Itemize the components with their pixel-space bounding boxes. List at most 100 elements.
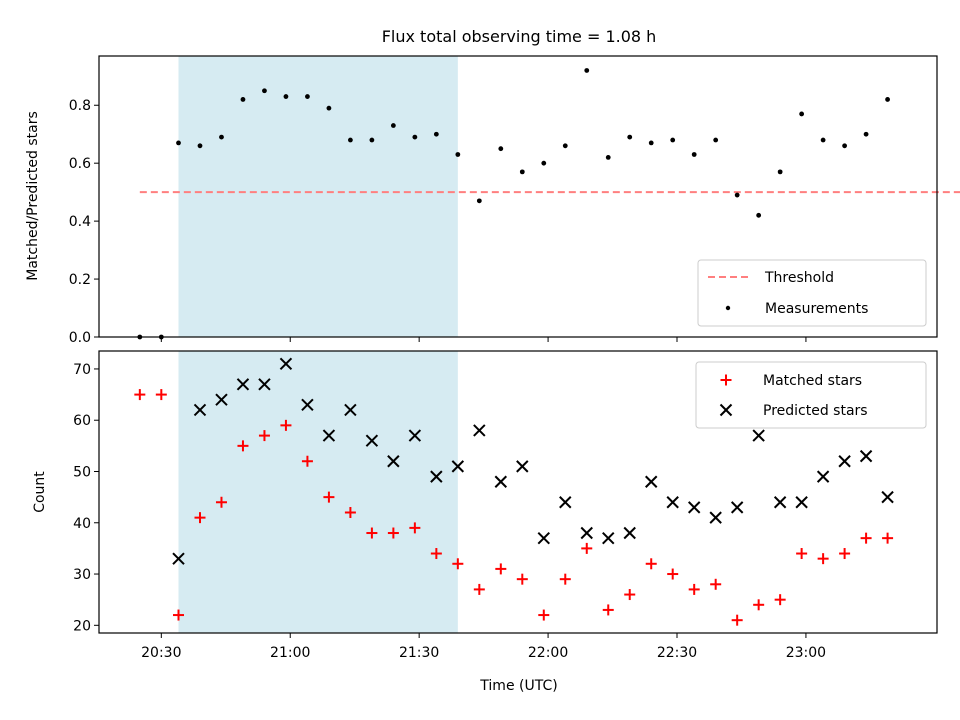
bottom-legend-box — [695, 361, 927, 429]
predicted-star-point — [258, 378, 271, 391]
x-tick-label: 21:30 — [399, 645, 439, 661]
matched-star-point — [473, 583, 485, 595]
measurement-point — [691, 152, 697, 157]
predicted-star-point — [451, 460, 465, 473]
matched-star-point — [430, 548, 442, 560]
matched-star-point — [237, 440, 249, 452]
matched-star-point — [280, 419, 292, 431]
x-tick-label: 21:00 — [270, 645, 310, 661]
measurement-point — [648, 140, 654, 146]
legend-matched-label: Matched stars — [763, 373, 862, 389]
y-tick-label: 0.6 — [69, 156, 91, 172]
predicted-star-point — [709, 511, 722, 524]
matched-star-point — [817, 553, 829, 565]
matched-star-point — [194, 512, 206, 524]
measurement-point — [605, 154, 611, 160]
matched-star-point — [581, 542, 593, 554]
predicted-star-point — [795, 496, 808, 509]
measurement-point — [885, 97, 890, 102]
measurement-point — [412, 134, 418, 140]
matched-star-point — [645, 558, 657, 570]
y-tick-label: 0.8 — [69, 98, 91, 114]
measurement-points — [137, 68, 890, 340]
predicted-star-point — [301, 398, 314, 412]
matched-star-point — [366, 527, 378, 539]
measurement-point — [713, 137, 719, 143]
measurement-point — [670, 137, 676, 143]
predicted-star-point — [580, 526, 593, 540]
predicted-star-point — [236, 378, 250, 391]
top-legend-box — [697, 259, 927, 327]
bottom-y-ticks: 20 30 40 50 60 70 — [73, 362, 99, 634]
measurement-point — [498, 146, 504, 152]
y-tick-label: 0.0 — [69, 330, 91, 346]
predicted-star-point — [215, 393, 228, 406]
ratio-panel: 0.00.20.40.60.8 Matched/Predicted stars … — [25, 55, 960, 346]
predicted-star-point — [322, 429, 336, 442]
predicted-star-point — [387, 455, 400, 468]
legend-matched-swatch — [720, 374, 732, 386]
predicted-star-point — [279, 357, 293, 371]
y-tick-label: 0.2 — [69, 272, 91, 288]
matched-star-point — [753, 599, 765, 611]
measurement-point — [348, 137, 353, 143]
x-tick-label: 22:00 — [528, 645, 568, 661]
measurement-point — [369, 137, 375, 143]
predicted-star-point — [193, 403, 207, 417]
predicted-star-point — [537, 531, 550, 545]
predicted-star-point — [816, 470, 830, 483]
predicted-stars-points — [172, 357, 894, 565]
bottom-x-ticks: 20:30 21:00 21:30 22:00 22:30 23:00 — [141, 633, 826, 661]
predicted-star-point — [365, 434, 379, 447]
measurement-point — [863, 131, 869, 137]
matched-star-point — [258, 430, 270, 442]
predicted-star-point — [859, 449, 873, 463]
measurement-point — [562, 143, 568, 149]
predicted-star-point — [602, 531, 615, 545]
bottom-legend: Matched stars Predicted stars — [695, 361, 927, 429]
x-tick-label: 20:30 — [141, 645, 181, 661]
matched-star-point — [688, 583, 700, 595]
matched-star-point — [624, 589, 636, 601]
measurement-point — [176, 140, 181, 146]
predicted-star-point — [773, 496, 787, 509]
matched-star-point — [387, 527, 399, 539]
x-axis-label: Time (UTC) — [479, 678, 557, 694]
predicted-star-point — [430, 470, 443, 483]
matched-star-point — [173, 609, 185, 621]
y-tick-label: 70 — [73, 362, 91, 378]
matched-star-point — [860, 532, 872, 544]
measurement-point — [240, 97, 246, 102]
matched-stars-points — [134, 389, 894, 626]
measurement-point — [197, 143, 203, 149]
predicted-star-point — [687, 501, 701, 514]
measurement-point — [519, 169, 525, 175]
predicted-star-point — [516, 460, 529, 473]
top-x-ticks — [160, 337, 807, 342]
measurement-point — [842, 143, 848, 149]
chart-title: Flux total observing time = 1.08 h — [382, 27, 657, 46]
count-panel: 20 30 40 50 60 70 20:30 21:00 21:30 22:00 22:30 23… — [32, 350, 938, 694]
measurement-point — [777, 169, 783, 175]
measurement-point — [390, 123, 396, 128]
top-y-axis-label: Matched/Predicted stars — [25, 111, 41, 281]
predicted-star-point — [666, 496, 679, 509]
measurement-point — [627, 134, 633, 140]
predicted-star-point — [344, 403, 357, 417]
legend-matched-marker — [720, 374, 732, 386]
measurement-point — [584, 68, 590, 73]
matched-star-point — [344, 507, 356, 519]
measurement-point — [820, 137, 826, 143]
matched-star-point — [409, 522, 421, 534]
observing-span-bottom — [178, 351, 458, 633]
x-tick-label: 22:30 — [657, 645, 697, 661]
y-tick-label: 30 — [73, 567, 91, 583]
measurement-point — [476, 198, 482, 204]
y-tick-label: 40 — [73, 516, 91, 532]
matched-star-point — [301, 455, 313, 467]
predicted-star-point — [645, 475, 658, 488]
predicted-star-point — [623, 526, 636, 540]
legend-predicted-marker — [719, 403, 733, 417]
observing-span-top — [178, 56, 458, 337]
